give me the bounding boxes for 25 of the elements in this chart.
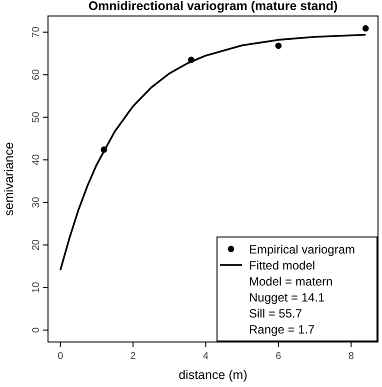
y-tick-label: 60 [31,68,42,80]
point [275,42,282,49]
x-axis-title: distance (m) [178,368,248,382]
y-tick-label: 50 [31,111,42,123]
chart-title: Omnidirectional variogram (mature stand) [88,0,338,13]
y-tick-label: 30 [31,196,42,208]
line-series [59,34,367,271]
x-tick-label: 8 [348,351,354,362]
x-tick-label: 4 [202,351,209,362]
annotation: Model = matern [249,274,333,288]
annotation: Sill = 55.7 [249,306,302,320]
y-tick-label: 70 [31,26,42,38]
legend-label: Fitted model [249,258,316,272]
annotation: Nugget = 14.1 [249,290,326,304]
y-tick-label: 0 [31,326,42,333]
y-tick-label: 20 [31,238,42,251]
x-tick-label: 6 [276,351,282,362]
legend-label: Empirical variogram [249,242,356,256]
x-tick-label: 2 [130,351,136,362]
y-tick-label: 40 [31,154,42,166]
y-axis-title: semivariance [2,142,16,216]
annotation: Range = 1.7 [249,322,316,336]
x-tick-label: 0 [58,351,64,362]
y-tick-label: 10 [31,282,42,294]
point [362,25,369,32]
